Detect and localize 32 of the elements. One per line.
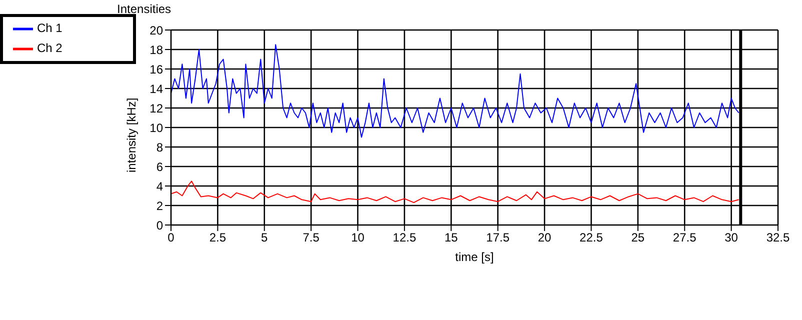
y-tick-label: 18	[150, 42, 164, 57]
x-tick-label: 32.5	[766, 230, 790, 245]
legend-label: Ch 2	[37, 41, 64, 56]
y-tick-label: 6	[156, 160, 164, 174]
x-tick-label: 22.5	[580, 230, 604, 245]
y-tick-label: 4	[156, 179, 164, 194]
y-tick-label: 14	[150, 82, 164, 96]
line-series	[171, 44, 740, 138]
y-tick-label: 12	[150, 101, 164, 116]
x-tick-label: 10	[351, 230, 365, 245]
x-tick-label: 17.5	[486, 230, 510, 245]
y-tick-label: 8	[156, 140, 164, 154]
x-tick-label: 20	[538, 230, 552, 245]
y-tick-label: 2	[156, 198, 164, 213]
x-tick-label: 30	[724, 230, 738, 245]
x-tick-label: 5	[261, 230, 268, 245]
x-axis-title: time [s]	[455, 250, 494, 264]
y-tick-label: 20	[150, 23, 164, 38]
x-tick-label: 15	[444, 230, 458, 245]
x-tick-label: 2.5	[209, 230, 226, 245]
y-axis-title: intensity [kHz]	[124, 98, 138, 172]
x-tick-label: 7.5	[302, 230, 320, 245]
chart-title: Intensities	[117, 2, 172, 16]
x-tick-label: 25	[631, 230, 645, 245]
y-tick-label: 10	[150, 120, 164, 135]
y-tick-label: 0	[156, 218, 164, 232]
x-tick-label: 12.5	[392, 230, 416, 245]
line-series	[171, 180, 740, 204]
y-tick-label: 16	[150, 62, 164, 76]
x-tick-label: 27.5	[672, 230, 697, 245]
legend-label: Ch 1	[37, 21, 64, 36]
x-tick-label: 0	[168, 230, 175, 245]
